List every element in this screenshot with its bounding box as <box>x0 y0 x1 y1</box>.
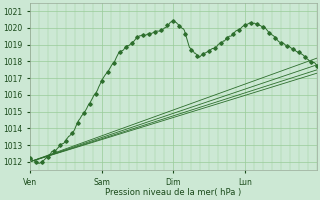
X-axis label: Pression niveau de la mer( hPa ): Pression niveau de la mer( hPa ) <box>105 188 242 197</box>
